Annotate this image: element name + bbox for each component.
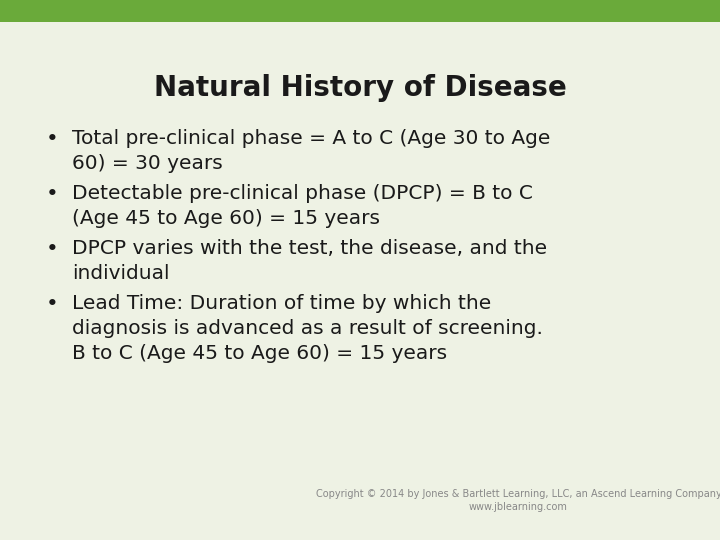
Text: •: • (45, 129, 58, 149)
Text: Detectable pre-clinical phase (DPCP) = B to C
(Age 45 to Age 60) = 15 years: Detectable pre-clinical phase (DPCP) = B… (72, 184, 533, 228)
Text: Total pre-clinical phase = A to C (Age 30 to Age
60) = 30 years: Total pre-clinical phase = A to C (Age 3… (72, 129, 550, 173)
Text: •: • (45, 294, 58, 314)
Text: Copyright © 2014 by Jones & Bartlett Learning, LLC, an Ascend Learning Company
w: Copyright © 2014 by Jones & Bartlett Lea… (315, 489, 720, 512)
Bar (0, 0, 720, 22)
Text: DPCP varies with the test, the disease, and the
individual: DPCP varies with the test, the disease, … (72, 239, 547, 283)
Text: •: • (45, 239, 58, 259)
Text: Lead Time: Duration of time by which the
diagnosis is advanced as a result of sc: Lead Time: Duration of time by which the… (72, 294, 543, 363)
Text: Natural History of Disease: Natural History of Disease (153, 74, 567, 102)
Text: •: • (45, 184, 58, 204)
